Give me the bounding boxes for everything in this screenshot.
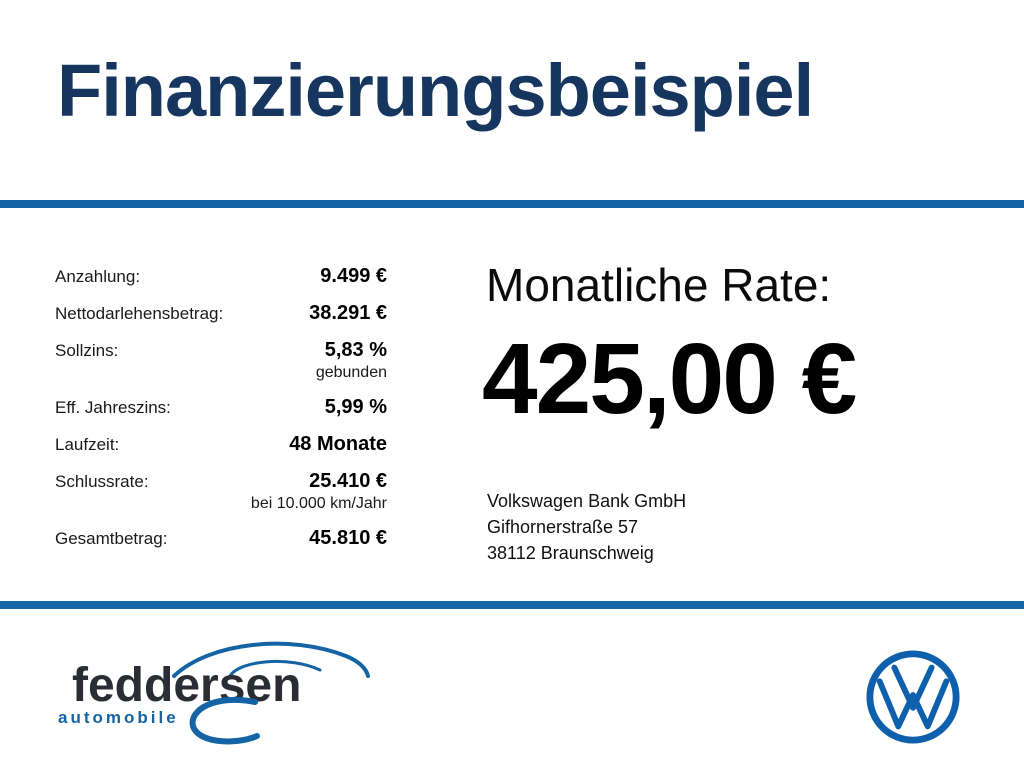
bottom-divider	[0, 601, 1024, 609]
dealer-name: feddersen	[72, 659, 302, 712]
bank-city: 38112 Braunschweig	[487, 543, 654, 564]
finance-note: gebunden	[315, 364, 387, 381]
finance-label: Sollzins:	[55, 341, 119, 360]
volkswagen-logo-icon	[866, 650, 960, 744]
bank-name: Volkswagen Bank GmbH	[487, 491, 687, 511]
finance-row-schlussrate: Schlussrate: 25.410 € bei 10.000 km/Jahr	[55, 470, 387, 513]
monthly-rate-heading: Monatliche Rate:	[486, 259, 832, 311]
finance-label: Gesamtbetrag:	[55, 529, 168, 548]
dealer-subtitle: automobile	[58, 708, 179, 727]
finance-label: Schlussrate:	[55, 472, 149, 491]
finance-note: bei 10.000 km/Jahr	[250, 495, 387, 512]
monthly-rate-amount: 425,00 €	[482, 323, 857, 435]
finance-table: Anzahlung: 9.499 € Nettodarlehensbetrag:…	[55, 265, 387, 550]
finance-row-laufzeit: Laufzeit: 48 Monate	[55, 433, 387, 456]
finance-value: 9.499 €	[320, 265, 387, 287]
finance-row-gesamtbetrag: Gesamtbetrag: 45.810 €	[55, 527, 387, 550]
swoosh-icon	[189, 696, 260, 745]
bank-street: Gifhornerstraße 57	[487, 517, 639, 538]
finance-label: Laufzeit:	[55, 435, 120, 454]
finance-label: Anzahlung:	[55, 267, 141, 286]
finance-value: 48 Monate	[289, 433, 387, 455]
finance-value: 5,83 %	[324, 339, 387, 361]
dealer-logo: feddersen automobile	[50, 632, 380, 747]
finance-value: 5,99 %	[324, 396, 387, 418]
finance-row-eff-jahreszins: Eff. Jahreszins: 5,99 %	[55, 396, 387, 419]
finance-value: 38.291 €	[309, 302, 387, 324]
car-outline-icon	[172, 641, 370, 678]
finance-value: 45.810 €	[309, 527, 387, 549]
finance-row-nettodarlehensbetrag: Nettodarlehensbetrag: 38.291 €	[55, 302, 387, 325]
finance-label: Eff. Jahreszins:	[55, 398, 171, 417]
finance-value: 25.410 €	[309, 470, 387, 492]
finance-row-sollzins: Sollzins: 5,83 % gebunden	[55, 339, 387, 382]
bank-address: Volkswagen Bank GmbH Gifhornerstraße 57 …	[487, 488, 686, 566]
page-title: Finanzierungsbeispiel	[57, 49, 814, 132]
top-divider	[0, 200, 1024, 208]
finance-label: Nettodarlehensbetrag:	[55, 304, 224, 323]
finance-row-anzahlung: Anzahlung: 9.499 €	[55, 265, 387, 288]
